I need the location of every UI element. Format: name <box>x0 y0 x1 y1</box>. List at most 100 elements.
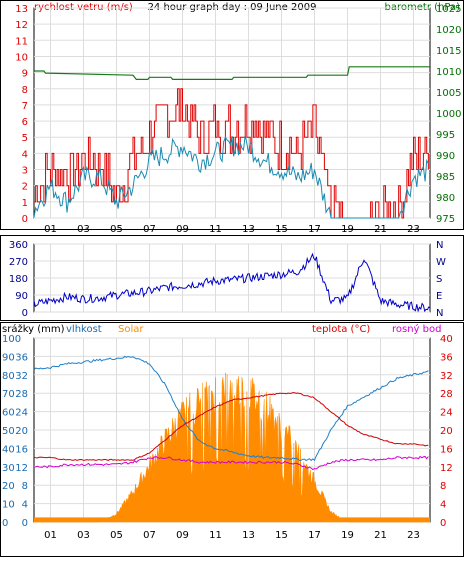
x-tick-label: 17 <box>308 224 321 235</box>
humidity-tick-label: 90 <box>2 352 15 363</box>
wind-tick-label: 11 <box>15 36 28 47</box>
wind-tick-label: 10 <box>15 52 28 63</box>
dewpoint-series <box>33 455 429 471</box>
humidity-series <box>33 355 429 462</box>
rain-tick-label: 0 <box>22 518 28 529</box>
temp-tick-label: 16 <box>440 444 453 455</box>
baro-tick-label: 975 <box>436 214 455 225</box>
humidity-tick-label: 100 <box>2 334 21 345</box>
temp-tick-label: 40 <box>440 334 453 345</box>
compass-tick-label: S <box>436 274 442 285</box>
x-tick-label: 09 <box>176 530 189 541</box>
humidity-tick-label: 80 <box>2 371 15 382</box>
wind-tick-label: 7 <box>22 101 28 112</box>
x-tick-label: 15 <box>275 530 288 541</box>
compass-tick-label: W <box>436 257 446 268</box>
baro-tick-label: 980 <box>436 193 455 204</box>
humidity-tick-label: 60 <box>2 408 15 419</box>
humidity-tick-label: 70 <box>2 389 15 400</box>
temp-tick-label: 24 <box>440 408 453 419</box>
x-tick-label: 21 <box>374 224 387 235</box>
wind-tick-label: 3 <box>22 166 28 177</box>
barometer-series <box>34 66 430 81</box>
temp-tick-label: 12 <box>440 463 453 474</box>
dir-tick-label: 270 <box>9 257 28 268</box>
rain-tick-label: 8 <box>22 481 28 492</box>
rain-tick-label: 4 <box>22 500 28 511</box>
solar-series <box>34 372 430 523</box>
compass-tick-label: E <box>436 291 442 302</box>
rain-tick-label: 24 <box>15 408 28 419</box>
humidity-tick-label: 0 <box>2 518 8 529</box>
x-tick-label: 09 <box>176 224 189 235</box>
temp-tick-label: 0 <box>440 518 446 529</box>
x-tick-label: 01 <box>44 224 57 235</box>
x-tick-label: 19 <box>341 530 354 541</box>
wind-baro-panel: 0123456789101112139759809859909951000100… <box>15 4 461 235</box>
wind-tick-label: 5 <box>22 133 28 144</box>
wind-tick-label: 1 <box>22 198 28 209</box>
temp-tick-label: 20 <box>440 426 453 437</box>
x-tick-label: 03 <box>77 224 90 235</box>
baro-tick-label: 1025 <box>436 4 461 15</box>
rain-tick-label: 28 <box>15 389 28 400</box>
wind-tick-label: 2 <box>22 182 28 193</box>
baro-tick-label: 990 <box>436 151 455 162</box>
humidity-tick-label: 50 <box>2 426 15 437</box>
rain-label: srážky (mm) <box>2 323 65 335</box>
rain-series <box>34 517 430 522</box>
x-tick-label: 03 <box>77 530 90 541</box>
wind-direction-series <box>33 252 431 313</box>
baro-tick-label: 1020 <box>436 25 461 36</box>
temperature-label: teplota (°C) <box>312 324 370 335</box>
x-tick-label: 05 <box>110 530 123 541</box>
wind-tick-label: 9 <box>22 69 28 80</box>
temperature-series <box>33 392 429 461</box>
rain-tick-label: 20 <box>15 426 28 437</box>
humidity-tick-label: 20 <box>2 481 15 492</box>
plot-area-top <box>33 7 431 219</box>
wind-tick-label: 6 <box>22 117 28 128</box>
baro-tick-label: 985 <box>436 172 455 183</box>
x-tick-label: 05 <box>110 224 123 235</box>
x-tick-label: 21 <box>374 530 387 541</box>
rain-tick-label: 32 <box>15 371 28 382</box>
baro-tick-label: 1010 <box>436 67 461 78</box>
x-tick-label: 13 <box>242 530 255 541</box>
temp-tick-label: 32 <box>440 371 453 382</box>
humidity-tick-label: 40 <box>2 444 15 455</box>
baro-tick-label: 1015 <box>436 46 461 57</box>
dir-tick-label: 90 <box>15 291 28 302</box>
x-tick-label: 23 <box>407 530 420 541</box>
compass-tick-label: N <box>436 240 443 251</box>
temp-tick-label: 36 <box>440 352 453 363</box>
temp-tick-label: 28 <box>440 389 453 400</box>
wind-avg-series <box>33 135 429 219</box>
rain-tick-label: 16 <box>15 444 28 455</box>
x-tick-label: 07 <box>143 530 156 541</box>
wind-direction-panel: 0 N 90 E 180 S 270 W 360 N <box>9 240 446 319</box>
humidity-tick-label: 10 <box>2 500 15 511</box>
dir-tick-label: 180 <box>9 274 28 285</box>
temp-tick-label: 4 <box>440 500 446 511</box>
wind-tick-label: 13 <box>15 4 28 15</box>
rain-tick-label: 12 <box>15 463 28 474</box>
x-tick-label: 11 <box>209 530 222 541</box>
wind-tick-label: 0 <box>22 214 28 225</box>
x-tick-label: 01 <box>44 530 57 541</box>
x-tick-label: 19 <box>341 224 354 235</box>
dir-tick-label: 360 <box>9 240 28 251</box>
x-tick-label: 13 <box>242 224 255 235</box>
baro-tick-label: 1005 <box>436 88 461 99</box>
baro-tick-label: 995 <box>436 130 455 141</box>
x-tick-label: 17 <box>308 530 321 541</box>
x-tick-label: 11 <box>209 224 222 235</box>
dir-tick-label: 0 <box>22 308 28 319</box>
x-tick-label: 07 <box>143 224 156 235</box>
dewpoint-label: rosný bod <box>392 323 441 335</box>
humidity-tick-label: 30 <box>2 463 15 474</box>
x-tick-label: 23 <box>407 224 420 235</box>
